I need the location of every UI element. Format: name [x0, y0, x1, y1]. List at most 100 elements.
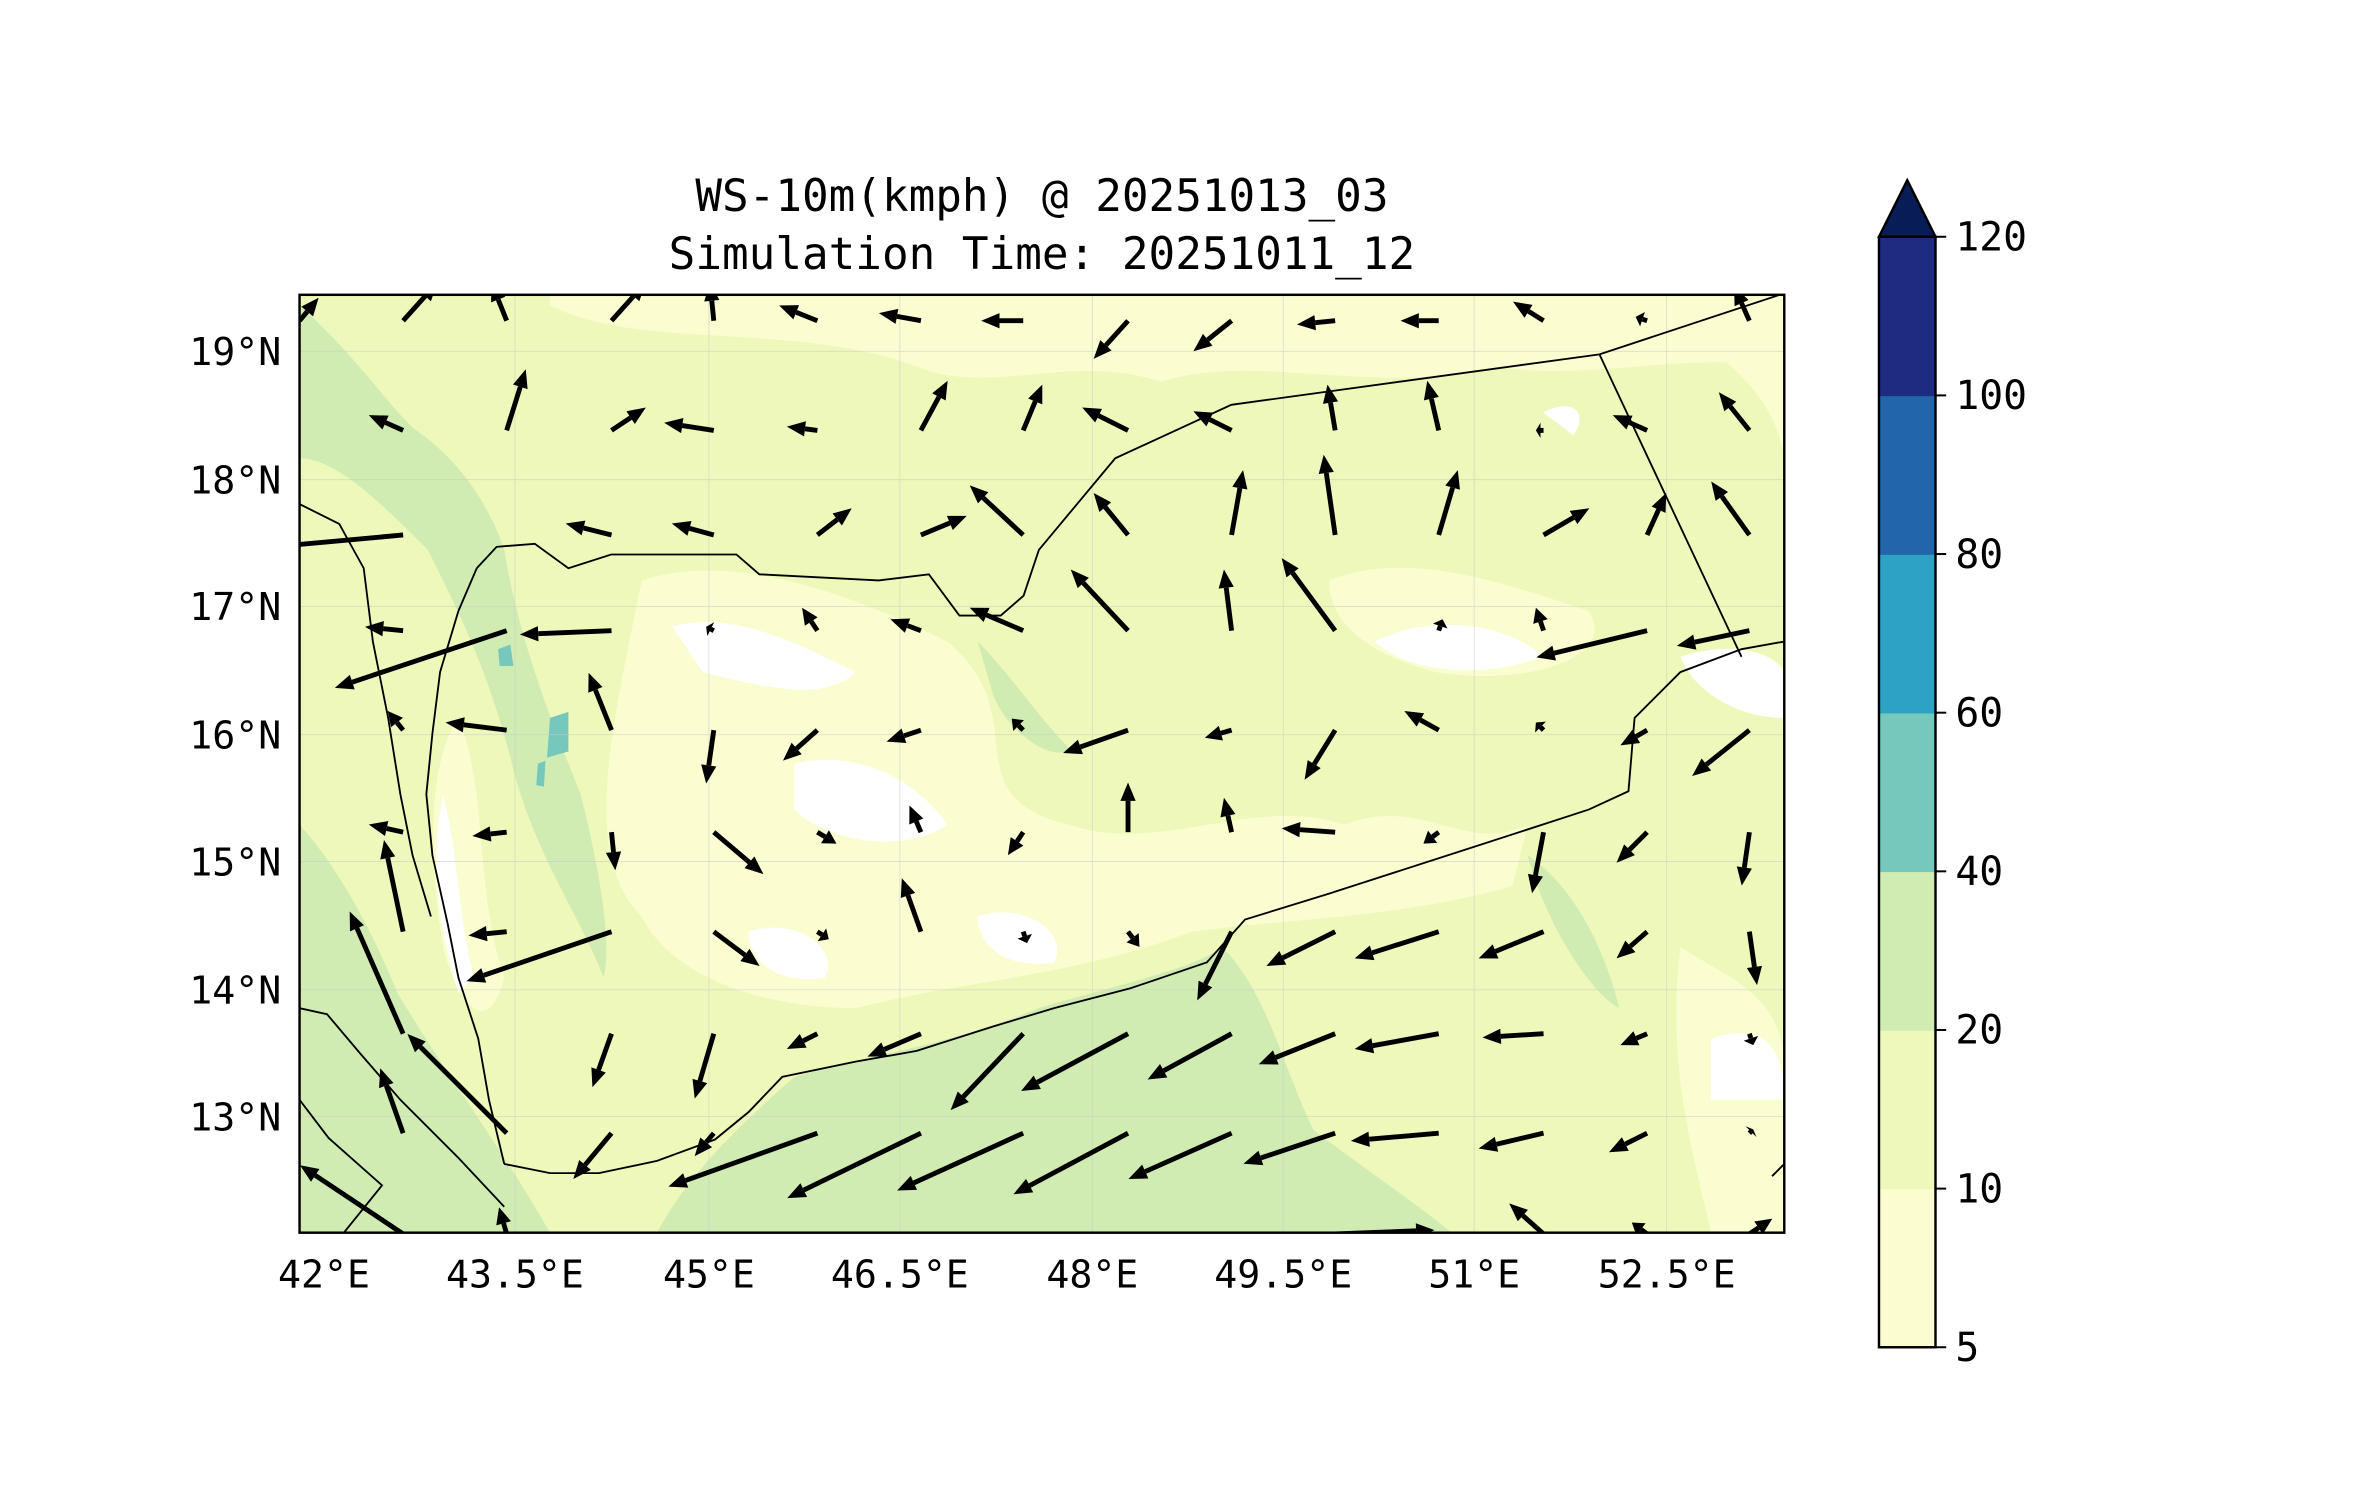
colorbar-extend-arrow — [1877, 177, 1938, 238]
colorbar-tick-label: 5 — [1955, 1325, 1979, 1371]
wind-arrow-shaft — [1538, 725, 1546, 732]
wind-arrow-shaft — [1020, 400, 1038, 432]
wind-arrow-shaft — [609, 831, 616, 853]
wind-arrow-head — [1423, 830, 1438, 844]
wind-arrow-shaft — [1741, 831, 1752, 868]
wind-arrow — [787, 1130, 922, 1199]
wind-arrow-shaft — [1126, 930, 1135, 940]
x-tick-label: 51°E — [1428, 1254, 1520, 1298]
wind-arrow-shaft — [883, 1031, 922, 1052]
wind-arrow-head — [1512, 301, 1533, 318]
wind-arrow — [1676, 628, 1750, 650]
wind-arrow-head — [1423, 380, 1439, 401]
wind-arrow-head — [1296, 315, 1316, 331]
wind-arrow-shaft — [596, 1032, 614, 1071]
colorbar-tick-label: 80 — [1955, 532, 2003, 578]
wind-arrow — [1020, 384, 1043, 432]
wind-arrow-head — [1093, 340, 1112, 359]
wind-arrow — [1542, 508, 1590, 538]
wind-arrow-head — [1322, 384, 1339, 404]
wind-arrow-shaft — [1225, 815, 1234, 833]
wind-arrow-shaft — [961, 1032, 1025, 1099]
wind-arrow-head — [1676, 634, 1697, 650]
wind-vectors — [299, 294, 1773, 1233]
wind-arrow-shaft — [1016, 723, 1025, 732]
wind-arrow-head — [1281, 822, 1301, 838]
chart-title: WS-10m(kmph) @ 20251013_03 — [695, 171, 1388, 222]
wind-arrow — [1423, 830, 1441, 844]
wind-arrow-head — [565, 520, 586, 536]
colorbar-segment — [1878, 554, 1936, 714]
wind-arrow-shaft — [1208, 417, 1233, 433]
wind-arrow-head — [466, 968, 487, 983]
wind-arrow-shaft — [1746, 931, 1757, 968]
wind-arrow-shaft — [1097, 413, 1130, 433]
wind-arrow — [1350, 1130, 1439, 1147]
x-axis: 42°E 43.5°E 45°E 46.5°E 48°E 49.5°E 51°E… — [278, 1254, 1736, 1298]
wind-arrow — [1017, 930, 1032, 944]
wind-arrow — [1304, 728, 1338, 780]
colorbar: 5 10 20 40 60 80 100 120 — [1877, 177, 2027, 1371]
wind-arrow-shaft — [1281, 929, 1337, 961]
wind-arrow-shaft — [1206, 318, 1234, 342]
wind-arrow-head — [1533, 607, 1548, 624]
wind-arrow-shaft — [905, 894, 924, 933]
wind-arrow — [379, 1068, 406, 1134]
wind-arrow-shaft — [610, 415, 632, 433]
wind-arrow — [565, 520, 613, 538]
colorbar-segment — [1878, 1188, 1936, 1349]
wind-arrow-head — [1011, 718, 1025, 731]
colorbar-tick-label: 120 — [1955, 215, 2027, 261]
wind-arrow-shaft — [1312, 728, 1338, 766]
wind-arrow — [1126, 930, 1140, 947]
wind-arrow-head — [1013, 1178, 1034, 1195]
wind-arrow-shaft — [1627, 830, 1649, 852]
wind-arrow-shaft — [1635, 728, 1649, 739]
wind-arrow-head — [1193, 411, 1214, 427]
colorbar-frame — [1877, 235, 1937, 1349]
wind-arrow — [1512, 301, 1545, 323]
wind-arrow-head — [1620, 729, 1641, 746]
wind-arrow-shaft — [795, 728, 819, 751]
wind-arrow-shaft — [1323, 472, 1338, 536]
wind-arrow — [1147, 1031, 1233, 1080]
wind-arrow-head — [1616, 844, 1635, 863]
wind-arrow — [588, 672, 614, 732]
wind-arrow — [1197, 930, 1234, 1001]
wind-arrow — [1743, 1032, 1759, 1046]
wind-arrow — [1533, 607, 1548, 632]
wind-arrow-shaft — [1314, 318, 1336, 326]
wind-arrow-head — [1021, 1075, 1041, 1091]
wind-arrow — [504, 369, 528, 432]
wind-arrow-head — [787, 1183, 808, 1199]
wind-arrow — [1527, 831, 1546, 894]
wind-arrow-shaft — [1747, 1129, 1753, 1135]
wind-arrow-head — [472, 826, 492, 842]
wind-arrow — [900, 878, 924, 933]
wind-arrow — [802, 607, 820, 633]
wind-arrow-head — [423, 294, 434, 302]
wind-arrow-shaft — [395, 720, 406, 732]
wind-arrow — [1281, 822, 1336, 838]
wind-arrow-head — [932, 380, 948, 401]
wind-arrow — [401, 294, 434, 323]
wind-arrow-head — [706, 622, 715, 636]
wind-arrow — [1093, 492, 1130, 537]
wind-arrow — [694, 1131, 716, 1157]
socotra-coast — [1771, 1163, 1785, 1177]
colorbar-tick-label: 100 — [1955, 373, 2027, 419]
wind-arrow-shaft — [593, 688, 614, 732]
wind-arrow-shaft — [985, 612, 1025, 633]
wind-arrow-head — [1063, 739, 1083, 755]
wind-arrow-head — [786, 1033, 807, 1049]
wind-arrow — [387, 711, 406, 732]
wind-arrow-head — [1204, 725, 1223, 741]
wind-arrow-shaft — [709, 626, 715, 633]
wind-arrow-shaft — [609, 294, 636, 323]
wind-arrow — [1436, 470, 1460, 536]
wind-arrow-shaft — [896, 313, 922, 324]
wind-arrow-head — [1415, 1223, 1435, 1233]
wind-arrow-shaft — [354, 927, 406, 1035]
wind-arrow-shaft — [386, 826, 404, 835]
wind-arrow-shaft — [1748, 1225, 1760, 1233]
